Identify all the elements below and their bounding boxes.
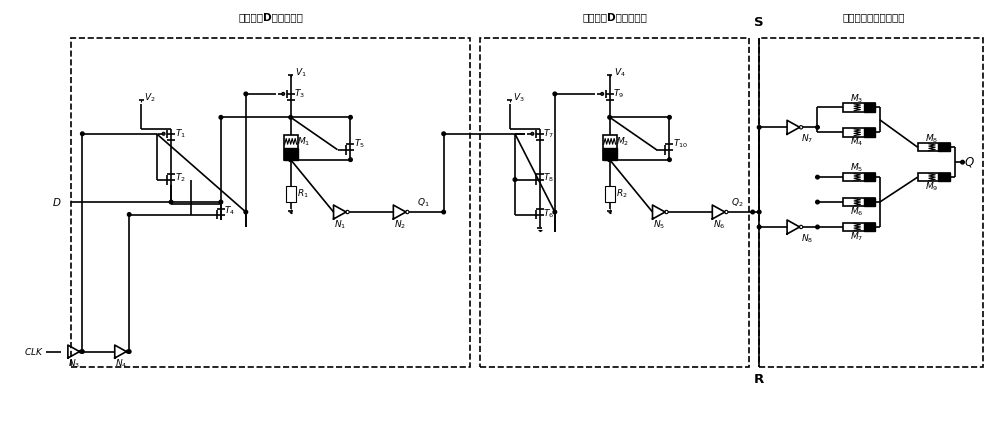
Circle shape	[442, 210, 445, 214]
Text: $CLK$: $CLK$	[24, 346, 43, 357]
Circle shape	[289, 158, 292, 162]
Text: $Q$: $Q$	[964, 155, 975, 169]
Text: $N_7$: $N_7$	[801, 133, 813, 146]
Bar	[843, 198, 875, 206]
Text: $R_1$: $R_1$	[297, 188, 309, 200]
Text: $N_5$: $N_5$	[653, 219, 666, 231]
Circle shape	[553, 92, 557, 96]
Bar	[843, 128, 875, 137]
Text: $M_7$: $M_7$	[850, 230, 863, 243]
Bar	[843, 223, 875, 231]
Bar	[605, 186, 615, 202]
Text: $T_4$: $T_4$	[224, 205, 235, 217]
Circle shape	[289, 115, 292, 119]
Text: $M_1$: $M_1$	[297, 136, 310, 149]
Text: S: S	[754, 16, 764, 29]
Bar	[864, 128, 875, 137]
Circle shape	[816, 225, 819, 229]
Text: $N_2$: $N_2$	[394, 219, 406, 231]
Circle shape	[668, 115, 671, 119]
Circle shape	[757, 125, 761, 129]
Text: $R_2$: $R_2$	[616, 188, 627, 200]
Text: $T_8$: $T_8$	[543, 172, 554, 184]
Circle shape	[349, 115, 352, 119]
Bar	[918, 173, 950, 181]
Circle shape	[127, 213, 131, 216]
Circle shape	[244, 210, 248, 214]
Bar	[938, 143, 950, 152]
Circle shape	[816, 125, 819, 129]
Bar	[864, 173, 875, 181]
Text: $N_6$: $N_6$	[713, 219, 726, 231]
Text: $N_8$: $N_8$	[801, 233, 813, 245]
Circle shape	[751, 210, 754, 214]
Text: $M_8$: $M_8$	[925, 132, 938, 144]
Text: $M_5$: $M_5$	[850, 162, 863, 175]
Circle shape	[442, 132, 445, 136]
Text: $T_7$: $T_7$	[543, 127, 554, 140]
Text: $T_1$: $T_1$	[175, 127, 186, 140]
Text: $Q_1$: $Q_1$	[417, 197, 430, 209]
Text: R: R	[754, 373, 764, 386]
Text: $T_3$: $T_3$	[294, 87, 305, 100]
Text: $T_6$: $T_6$	[543, 208, 554, 220]
Text: $M_3$: $M_3$	[850, 92, 863, 105]
Text: $M_6$: $M_6$	[850, 205, 864, 218]
Text: $V_1$: $V_1$	[295, 66, 306, 79]
Circle shape	[81, 350, 84, 353]
Bar	[284, 149, 298, 160]
Bar	[864, 103, 875, 111]
Circle shape	[608, 158, 611, 162]
Bar	[843, 103, 875, 111]
Circle shape	[219, 115, 223, 119]
Circle shape	[219, 200, 223, 204]
Circle shape	[816, 200, 819, 204]
Text: 前级忆阻D锁存器模块: 前级忆阻D锁存器模块	[238, 13, 303, 22]
Text: 后级忆阻D锁存器模块: 后级忆阻D锁存器模块	[582, 13, 647, 22]
Circle shape	[349, 158, 352, 162]
Text: $T_5$: $T_5$	[354, 138, 365, 150]
Text: $V_3$: $V_3$	[513, 91, 525, 104]
Circle shape	[608, 158, 611, 162]
Text: $M_4$: $M_4$	[850, 136, 864, 148]
Text: $Q_2$: $Q_2$	[731, 197, 744, 209]
Circle shape	[608, 115, 611, 119]
Text: 异步忆阻置位复位模块: 异步忆阻置位复位模块	[843, 13, 905, 22]
Bar	[864, 223, 875, 231]
Bar	[843, 173, 875, 181]
Circle shape	[668, 158, 671, 162]
Bar	[603, 135, 617, 160]
Circle shape	[81, 132, 84, 136]
Bar	[603, 149, 617, 160]
Text: $V_2$: $V_2$	[144, 91, 156, 104]
Circle shape	[553, 210, 557, 214]
Text: $T_2$: $T_2$	[175, 172, 185, 184]
Text: $N_1$: $N_1$	[334, 219, 347, 231]
Text: $M_2$: $M_2$	[616, 136, 629, 149]
Text: $N_3$: $N_3$	[68, 357, 80, 370]
Bar	[918, 143, 950, 152]
Bar	[938, 173, 950, 181]
Circle shape	[513, 178, 517, 181]
Bar	[864, 198, 875, 206]
Circle shape	[127, 350, 131, 353]
Circle shape	[289, 158, 292, 162]
Text: $T_{10}$: $T_{10}$	[673, 138, 688, 150]
Text: $M_9$: $M_9$	[925, 180, 938, 193]
Circle shape	[244, 92, 248, 96]
Circle shape	[816, 175, 819, 179]
Text: $N_4$: $N_4$	[115, 357, 127, 370]
Circle shape	[757, 225, 761, 229]
Text: $D$: $D$	[52, 196, 61, 208]
Circle shape	[169, 200, 173, 204]
Text: $V_4$: $V_4$	[614, 66, 626, 79]
Circle shape	[961, 160, 964, 164]
Text: $T_9$: $T_9$	[613, 87, 624, 100]
Bar	[284, 135, 298, 160]
Bar	[286, 186, 296, 202]
Circle shape	[757, 210, 761, 214]
